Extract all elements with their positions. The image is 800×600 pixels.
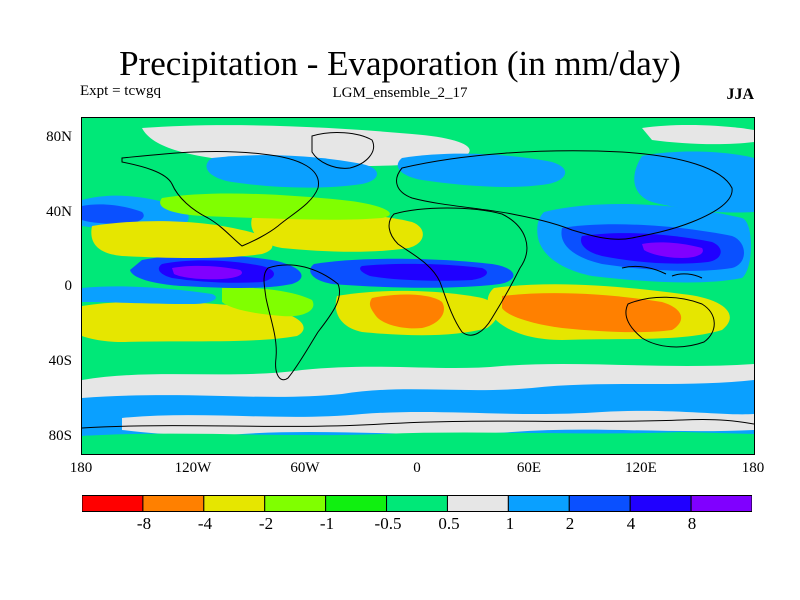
colorbar-swatch <box>446 495 509 512</box>
lon-tick-label: 180 <box>741 460 765 476</box>
experiment-label: Expt = tcwgq <box>80 83 161 99</box>
contour-tropical-pacific-lightblue <box>82 286 216 304</box>
contour-south-pacific-yellow <box>82 301 304 342</box>
coast-australia <box>625 296 715 348</box>
lat-tick-label: 40S <box>48 353 72 369</box>
contour-north-atlantic-yellow <box>251 213 423 252</box>
contour-north-america-blue <box>206 155 377 188</box>
contour-monsoon-core <box>642 242 703 258</box>
lon-tick-label: 180 <box>69 460 93 476</box>
coast-indonesia <box>621 265 703 279</box>
colorbar-label: 8 <box>687 514 697 533</box>
contour-north-pacific-lightblue <box>634 151 754 213</box>
coast-antarctica <box>82 418 754 429</box>
colorbar-label: -4 <box>197 514 213 533</box>
lat-tick-label: 80S <box>48 428 72 444</box>
contour-europe-blue <box>397 153 566 187</box>
contour-indian-ocean-orange <box>502 293 682 333</box>
contour-antarctic-grey <box>122 410 754 436</box>
coast-north-america <box>121 150 319 247</box>
lat-tick-label: 80N <box>46 129 72 145</box>
coast-greenland <box>311 132 374 169</box>
colorbar-swatch <box>325 495 388 512</box>
lon-tick-label: 60E <box>516 460 542 476</box>
colorbar-label: 2 <box>565 514 575 533</box>
colorbar-label: -2 <box>258 514 274 533</box>
contour-south-pacific-lightgreen <box>222 287 314 317</box>
precip-evap-map <box>81 117 755 455</box>
colorbar-swatch <box>82 495 144 512</box>
colorbar-swatch <box>264 495 327 512</box>
colorbar-label: 4 <box>626 514 636 533</box>
colorbar-swatch <box>629 495 692 512</box>
lat-tick-label: 0 <box>64 278 73 294</box>
colorbar-label: -8 <box>136 514 152 533</box>
colorbar <box>82 495 752 512</box>
coast-africa <box>388 207 528 336</box>
contour-arctic-grey <box>142 125 470 166</box>
colorbar-swatch <box>568 495 631 512</box>
contour-southern-grey-band <box>82 364 754 398</box>
colorbar-label: -0.5 <box>374 514 402 533</box>
contour-north-atlantic-blue <box>82 204 144 224</box>
coast-eurasia <box>396 150 733 240</box>
contour-antarctic-green <box>82 432 754 454</box>
contour-north-lightgreen <box>160 193 390 220</box>
coastlines <box>82 132 754 429</box>
lon-tick-label: 60W <box>290 460 320 476</box>
lat-tick-label: 40N <box>46 204 72 220</box>
contour-itcz-pacific-core <box>172 265 242 280</box>
contour-south-atlantic-orange <box>369 294 444 329</box>
contour-arctic-grey-east <box>642 124 754 145</box>
colorbar-swatch <box>142 495 205 512</box>
colorbar-label: 1 <box>505 514 515 533</box>
lon-tick-label: 0 <box>413 460 421 476</box>
colorbar-swatch <box>203 495 266 512</box>
contour-itcz-atlantic-deep <box>360 263 487 281</box>
coast-south-america <box>263 264 340 381</box>
colorbar-swatch <box>690 495 752 512</box>
colorbar-label: 0.5 <box>438 514 460 533</box>
season-label: JJA <box>726 86 754 103</box>
lon-tick-label: 120E <box>625 460 657 476</box>
colorbar-swatch <box>386 495 448 512</box>
colorbar-label: -1 <box>319 514 335 533</box>
map-svg <box>82 118 754 454</box>
colorbar-swatch <box>507 495 570 512</box>
plot-title: Precipitation - Evaporation (in mm/day) <box>119 44 681 83</box>
run-name-label: LGM_ensemble_2_17 <box>332 85 468 101</box>
contour-north-subtropical-yellow <box>91 221 273 258</box>
lon-tick-label: 120W <box>174 460 212 476</box>
